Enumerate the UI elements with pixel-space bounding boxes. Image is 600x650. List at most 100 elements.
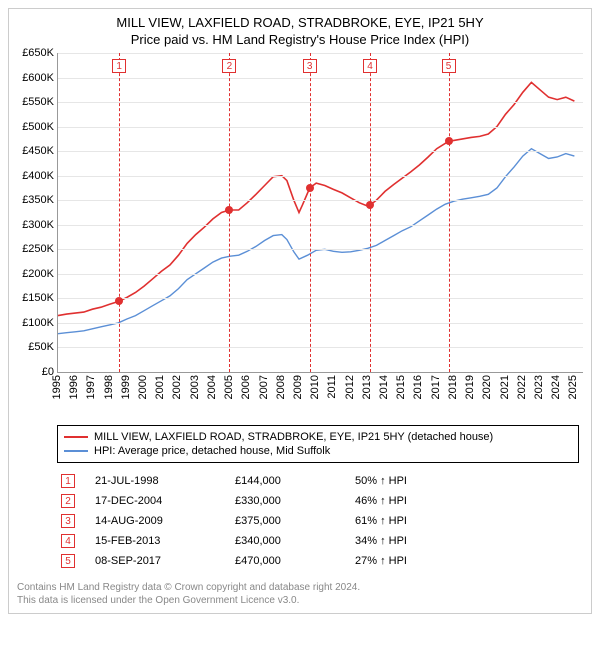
- legend-row-hpi: HPI: Average price, detached house, Mid …: [64, 444, 572, 458]
- x-tick-label: 2004: [206, 375, 218, 399]
- x-tick-label: 2013: [361, 375, 373, 399]
- y-tick-label: £50K: [28, 341, 58, 353]
- footer-line-1: Contains HM Land Registry data © Crown c…: [17, 581, 583, 594]
- sale-num-badge: 4: [61, 534, 75, 548]
- sale-marker-dot: [115, 297, 123, 305]
- x-tick-label: 2023: [533, 375, 545, 399]
- sales-row: 1 21-JUL-1998£144,00050% ↑ HPI: [57, 471, 579, 491]
- sales-table: 1 21-JUL-1998£144,00050% ↑ HPI 2 17-DEC-200…: [57, 471, 579, 571]
- sale-pct: 46% ↑ HPI: [351, 491, 579, 511]
- sale-price: £330,000: [231, 491, 351, 511]
- gridline: [58, 127, 583, 128]
- y-tick-label: £300K: [22, 219, 58, 231]
- y-tick-label: £400K: [22, 170, 58, 182]
- sale-marker-dot: [366, 201, 374, 209]
- gridline: [58, 274, 583, 275]
- gridline: [58, 53, 583, 54]
- x-tick-label: 2003: [189, 375, 201, 399]
- sale-badge: 2: [222, 59, 236, 73]
- footer-line-2: This data is licensed under the Open Gov…: [17, 594, 583, 607]
- gridline: [58, 151, 583, 152]
- legend-label-property: MILL VIEW, LAXFIELD ROAD, STRADBROKE, EY…: [94, 431, 493, 443]
- gridline: [58, 347, 583, 348]
- x-tick-label: 2021: [499, 375, 511, 399]
- sale-date: 08-SEP-2017: [91, 551, 231, 571]
- gridline: [58, 78, 583, 79]
- x-tick-label: 2012: [344, 375, 356, 399]
- x-tick-label: 2022: [516, 375, 528, 399]
- gridline: [58, 249, 583, 250]
- sale-num-badge: 3: [61, 514, 75, 528]
- sale-price: £470,000: [231, 551, 351, 571]
- x-tick-label: 2019: [464, 375, 476, 399]
- legend-swatch-property: [64, 436, 88, 438]
- sale-vline: [449, 53, 450, 372]
- sale-vline: [119, 53, 120, 372]
- sale-marker-dot: [306, 184, 314, 192]
- sale-num-badge: 5: [61, 554, 75, 568]
- gridline: [58, 323, 583, 324]
- y-tick-label: £550K: [22, 96, 58, 108]
- sale-marker-dot: [225, 206, 233, 214]
- x-tick-label: 2017: [430, 375, 442, 399]
- sales-row: 314-AUG-2009£375,00061% ↑ HPI: [57, 511, 579, 531]
- x-tick-label: 2002: [171, 375, 183, 399]
- sale-date: 15-FEB-2013: [91, 531, 231, 551]
- series-line-property: [58, 82, 574, 315]
- x-tick-label: 2018: [447, 375, 459, 399]
- y-tick-label: £650K: [22, 47, 58, 59]
- sale-badge: 4: [363, 59, 377, 73]
- chart-area: £0£50K£100K£150K£200K£250K£300K£350K£400…: [9, 49, 591, 419]
- title-block: MILL VIEW, LAXFIELD ROAD, STRADBROKE, EY…: [9, 9, 591, 49]
- x-tick-label: 2010: [309, 375, 321, 399]
- x-tick-label: 2016: [412, 375, 424, 399]
- sale-price: £340,000: [231, 531, 351, 551]
- sales-row: 5 08-SEP-2017£470,00027% ↑ HPI: [57, 551, 579, 571]
- x-tick-label: 2011: [326, 375, 338, 399]
- y-tick-label: £200K: [22, 268, 58, 280]
- gridline: [58, 298, 583, 299]
- legend-swatch-hpi: [64, 450, 88, 452]
- sale-price: £144,000: [231, 471, 351, 491]
- gridline: [58, 176, 583, 177]
- y-tick-label: £350K: [22, 194, 58, 206]
- x-tick-label: 2020: [481, 375, 493, 399]
- x-tick-label: 1997: [85, 375, 97, 399]
- sale-num-badge: 1: [61, 474, 75, 488]
- chart-container: MILL VIEW, LAXFIELD ROAD, STRADBROKE, EY…: [8, 8, 592, 614]
- title-sub: Price paid vs. HM Land Registry's House …: [13, 32, 587, 47]
- footer: Contains HM Land Registry data © Crown c…: [9, 577, 591, 613]
- sale-price: £375,000: [231, 511, 351, 531]
- sales-row: 2 17-DEC-2004£330,00046% ↑ HPI: [57, 491, 579, 511]
- line-svg: [58, 53, 583, 372]
- sale-vline: [370, 53, 371, 372]
- sale-pct: 61% ↑ HPI: [351, 511, 579, 531]
- x-tick-label: 2015: [395, 375, 407, 399]
- legend: MILL VIEW, LAXFIELD ROAD, STRADBROKE, EY…: [57, 425, 579, 463]
- sale-vline: [310, 53, 311, 372]
- x-tick-label: 2024: [550, 375, 562, 399]
- x-tick-label: 2001: [154, 375, 166, 399]
- x-tick-label: 1996: [68, 375, 80, 399]
- sale-marker-dot: [445, 137, 453, 145]
- y-tick-label: £500K: [22, 121, 58, 133]
- sale-pct: 27% ↑ HPI: [351, 551, 579, 571]
- sales-row: 4 15-FEB-2013£340,00034% ↑ HPI: [57, 531, 579, 551]
- x-axis: 1995199619971998199920002001200220032004…: [57, 375, 583, 417]
- sale-pct: 50% ↑ HPI: [351, 471, 579, 491]
- gridline: [58, 200, 583, 201]
- x-tick-label: 1998: [103, 375, 115, 399]
- y-tick-label: £250K: [22, 243, 58, 255]
- x-tick-label: 2009: [292, 375, 304, 399]
- sale-badge: 1: [112, 59, 126, 73]
- sale-num-badge: 2: [61, 494, 75, 508]
- x-tick-label: 2007: [258, 375, 270, 399]
- x-tick-label: 2000: [137, 375, 149, 399]
- y-tick-label: £450K: [22, 145, 58, 157]
- sale-date: 17-DEC-2004: [91, 491, 231, 511]
- sale-date: 21-JUL-1998: [91, 471, 231, 491]
- x-tick-label: 2025: [567, 375, 579, 399]
- x-tick-label: 2008: [275, 375, 287, 399]
- sale-pct: 34% ↑ HPI: [351, 531, 579, 551]
- legend-label-hpi: HPI: Average price, detached house, Mid …: [94, 445, 330, 457]
